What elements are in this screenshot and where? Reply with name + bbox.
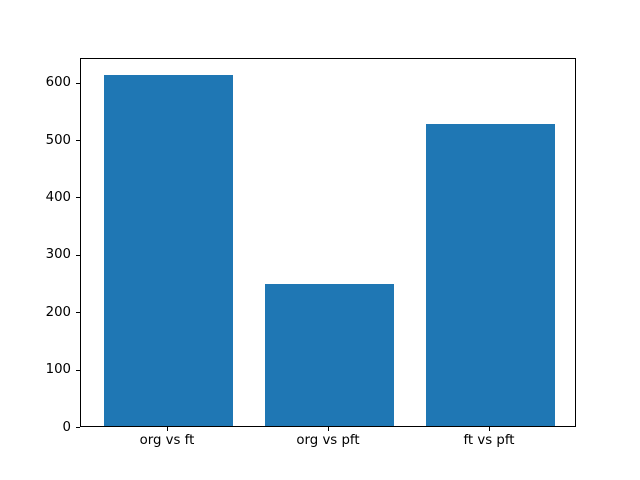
y-tick-label: 0 [62,420,71,435]
x-tick-label: ft vs pft [463,433,515,448]
y-tick-mark [76,197,80,198]
bar-ft-vs-pft [426,124,555,426]
plot-area [80,58,576,427]
x-tick-mark [328,427,329,431]
x-tick-label: org vs pft [296,433,360,448]
y-tick-mark [76,312,80,313]
bar-org-vs-ft [104,75,233,426]
x-tick-mark [167,427,168,431]
y-tick-label: 100 [45,362,71,377]
y-tick-mark [76,370,80,371]
x-tick-label: org vs ft [139,433,195,448]
y-tick-mark [76,255,80,256]
y-tick-label: 400 [45,190,71,205]
y-tick-mark [76,140,80,141]
y-tick-label: 600 [45,75,71,90]
y-tick-mark [76,427,80,428]
x-tick-mark [489,427,490,431]
y-tick-label: 500 [45,133,71,148]
y-tick-label: 200 [45,305,71,320]
y-tick-label: 300 [45,247,71,262]
y-tick-mark [76,83,80,84]
bar-org-vs-pft [265,284,394,426]
